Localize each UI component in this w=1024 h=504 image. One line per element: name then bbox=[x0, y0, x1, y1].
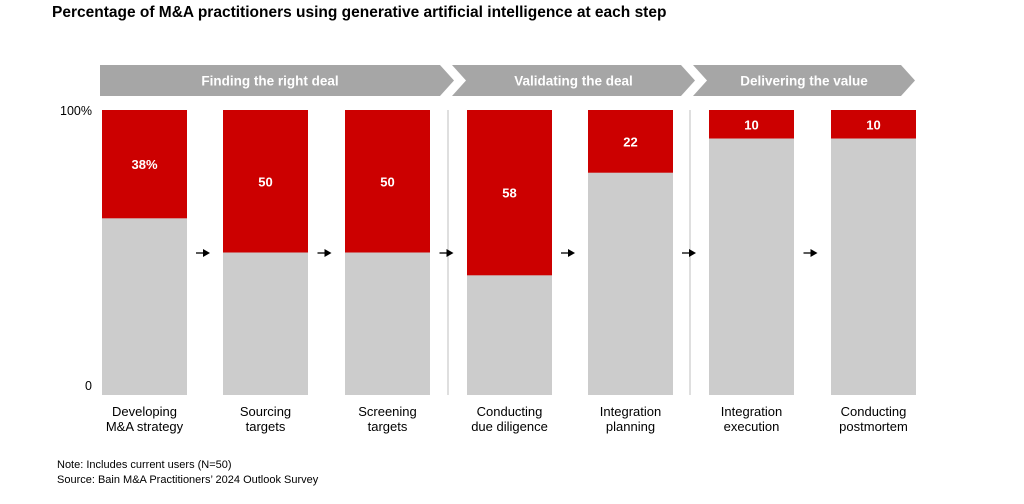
data-label: 58 bbox=[502, 186, 516, 201]
bar-used bbox=[223, 110, 308, 253]
category-label: Conducting bbox=[841, 404, 907, 419]
bar-remaining bbox=[709, 110, 794, 395]
category-label: postmortem bbox=[839, 419, 908, 434]
bar-used bbox=[102, 110, 187, 219]
bar-used bbox=[709, 110, 794, 139]
flow-arrow-head bbox=[689, 249, 696, 257]
data-label: 50 bbox=[380, 174, 394, 189]
phase-banner bbox=[693, 65, 915, 96]
data-label: 50 bbox=[258, 174, 272, 189]
data-label: 22 bbox=[623, 134, 637, 149]
category-label: due diligence bbox=[471, 419, 548, 434]
category-label: Conducting bbox=[477, 404, 543, 419]
flow-arrow-head bbox=[810, 249, 818, 257]
category-label: Integration bbox=[600, 404, 661, 419]
phase-banner bbox=[100, 65, 454, 96]
category-label: targets bbox=[368, 419, 408, 434]
category-label: Developing bbox=[112, 404, 177, 419]
category-label: Screening bbox=[358, 404, 417, 419]
category-label: execution bbox=[724, 419, 780, 434]
data-label: 38% bbox=[131, 157, 157, 172]
flow-arrow-head bbox=[446, 249, 454, 257]
category-label: Integration bbox=[721, 404, 782, 419]
category-label: planning bbox=[606, 419, 655, 434]
flow-arrow-head bbox=[324, 249, 332, 257]
chart-source: Source: Bain M&A Practitioners’ 2024 Out… bbox=[57, 474, 319, 486]
data-label: 10 bbox=[744, 117, 758, 132]
phase-label: Delivering the value bbox=[740, 74, 868, 89]
chart-title: Percentage of M&A practitioners using ge… bbox=[52, 4, 667, 21]
flow-arrow-head bbox=[568, 249, 575, 257]
y-tick-label: 0 bbox=[85, 379, 92, 393]
data-label: 10 bbox=[866, 117, 880, 132]
category-label: Sourcing bbox=[240, 404, 291, 419]
bar-used bbox=[831, 110, 916, 139]
phase-label: Validating the deal bbox=[514, 74, 633, 89]
bar-used bbox=[588, 110, 673, 173]
category-label: targets bbox=[246, 419, 286, 434]
bar-remaining bbox=[831, 110, 916, 395]
phase-banner bbox=[452, 65, 695, 96]
chart-note: Note: Includes current users (N=50) bbox=[57, 459, 232, 471]
phase-label: Finding the right deal bbox=[201, 74, 338, 89]
flow-arrow-head bbox=[203, 249, 210, 257]
y-tick-label: 100% bbox=[60, 104, 92, 118]
bar-used bbox=[345, 110, 430, 253]
category-label: M&A strategy bbox=[106, 419, 184, 434]
bar-used bbox=[467, 110, 552, 276]
